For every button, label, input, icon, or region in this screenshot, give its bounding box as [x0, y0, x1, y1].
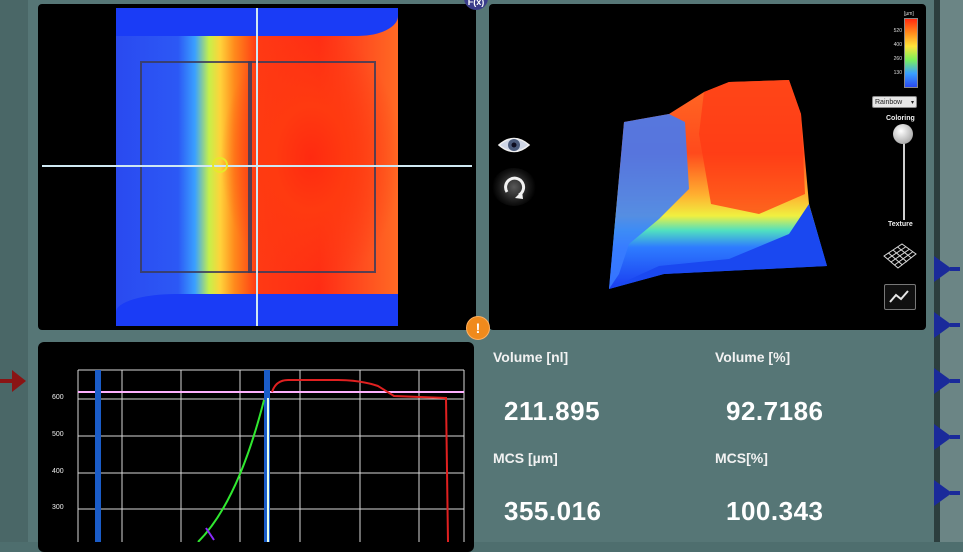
left-frame [0, 0, 28, 542]
right-marker-arrow[interactable] [932, 366, 960, 396]
3d-surface [609, 80, 827, 289]
profile-graph-button[interactable] [884, 284, 916, 310]
y-tick-label: 600 [52, 394, 64, 401]
mcs-pct-value: 100.343 [726, 496, 824, 526]
color-legend [904, 18, 918, 88]
legend-tick: 520 [893, 28, 902, 34]
y-tick-label: 300 [52, 504, 64, 511]
2d-view[interactable] [38, 4, 476, 330]
texture-label: Texture [888, 221, 913, 228]
line-chart-icon [889, 290, 909, 303]
mcs-um-value: 355.016 [504, 496, 602, 526]
roi-left-box[interactable] [140, 61, 252, 273]
legend-tick: 400 [893, 42, 902, 48]
legend-tick: 130 [893, 70, 902, 76]
volume-pct-value: 92.7186 [726, 396, 824, 426]
warning-badge[interactable]: ! [466, 316, 490, 340]
3d-view[interactable] [489, 4, 926, 330]
legend-tick: 260 [893, 56, 902, 62]
right-marker-arrow[interactable] [932, 254, 960, 284]
mcs-pct-label: MCS[%] [715, 450, 768, 466]
mcs-um-label: MCS [µm] [493, 450, 558, 466]
right-marker-arrow[interactable] [932, 478, 960, 508]
eye-icon[interactable] [496, 130, 532, 160]
palette-dropdown[interactable]: Rainbow ▾ [872, 96, 917, 108]
volume-pct-label: Volume [%] [715, 349, 791, 365]
palette-value: Rainbow [875, 99, 903, 106]
roi-right-box[interactable] [248, 61, 376, 273]
right-marker-arrow[interactable] [932, 422, 960, 452]
crosshair-vertical[interactable] [256, 8, 258, 326]
y-tick-label: 400 [52, 468, 64, 475]
right-marker-arrow[interactable] [932, 310, 960, 340]
fx-badge[interactable]: F(x) [464, 0, 488, 10]
cursor-ring[interactable] [212, 157, 228, 173]
chevron-down-icon: ▾ [910, 100, 914, 106]
left-marker-arrow[interactable] [0, 366, 28, 396]
texture-grid-icon[interactable] [882, 236, 918, 272]
volume-nl-label: Volume [nl] [493, 349, 569, 365]
y-tick-label: 500 [52, 431, 64, 438]
coloring-label: Coloring [886, 115, 915, 122]
profile-plot[interactable]: 600 500 400 300 [38, 342, 474, 552]
slider-knob[interactable] [893, 124, 913, 144]
legend-unit: [µm] [904, 11, 914, 17]
coloring-texture-slider[interactable] [903, 132, 905, 220]
rotate-icon[interactable] [492, 168, 536, 206]
profile-plot-canvas [77, 369, 465, 543]
volume-nl-value: 211.895 [504, 396, 601, 426]
